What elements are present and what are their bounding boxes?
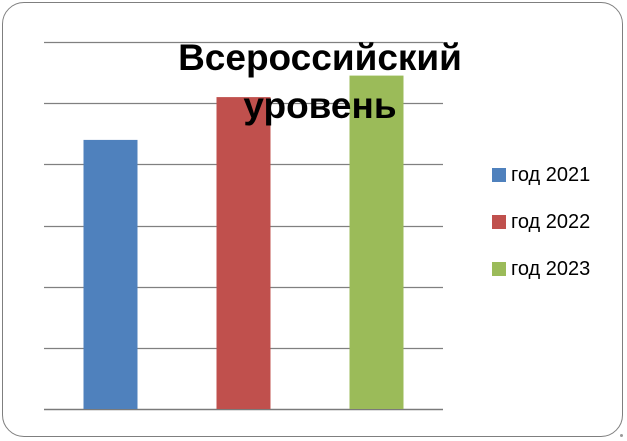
- legend-swatch-2023: [492, 262, 506, 276]
- bar-1: [83, 139, 138, 409]
- chart-title-line-2: уровень: [243, 85, 397, 126]
- legend-swatch-2021: [492, 168, 506, 182]
- legend-item-2023: год 2023: [492, 257, 590, 281]
- legend-item-2022: год 2022: [492, 210, 590, 234]
- bars: [83, 75, 404, 409]
- bar-3: [349, 75, 404, 409]
- legend-label-2021: год 2021: [511, 163, 591, 186]
- legend: год 2021 год 2022 год 2023: [492, 163, 590, 304]
- chart-title: Всероссийский уровень: [130, 34, 510, 130]
- legend-label-2022: год 2022: [511, 210, 591, 233]
- legend-item-2021: год 2021: [492, 163, 590, 187]
- legend-label-2023: год 2023: [511, 257, 591, 280]
- legend-swatch-2022: [492, 215, 506, 229]
- bar-2: [216, 97, 271, 409]
- chart-title-line-1: Всероссийский: [178, 37, 462, 78]
- corner-mark: [620, 434, 623, 437]
